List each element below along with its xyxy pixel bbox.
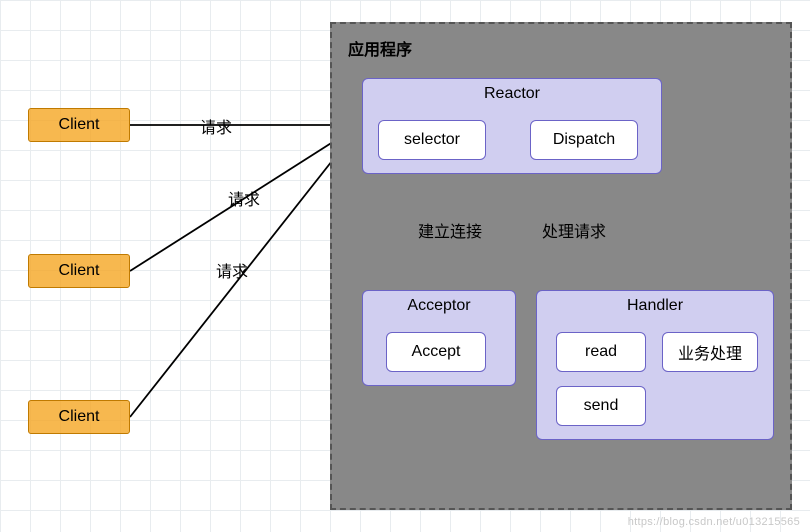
inner-label: Accept: [412, 343, 461, 361]
handler-read: read: [556, 332, 646, 372]
app-title: 应用程序: [348, 36, 412, 60]
edge-label-req1: 请求: [200, 114, 232, 138]
diagram-canvas: Client Client Client 应用程序 Reactor select…: [0, 0, 810, 532]
acceptor-accept: Accept: [386, 332, 486, 372]
handler-send: send: [556, 386, 646, 426]
acceptor-title: Acceptor: [363, 297, 515, 315]
client-label: Client: [59, 408, 100, 426]
watermark: https://blog.csdn.net/u013215565: [628, 516, 800, 528]
inner-label: read: [585, 343, 617, 361]
handler-title: Handler: [537, 297, 773, 315]
reactor-selector: selector: [378, 120, 486, 160]
reactor-dispatch: Dispatch: [530, 120, 638, 160]
edge-label-req3: 请求: [216, 258, 248, 282]
edge-label-handle: 处理请求: [542, 218, 606, 242]
reactor-title: Reactor: [363, 85, 661, 103]
inner-label: Dispatch: [553, 131, 615, 149]
client-box-3: Client: [28, 400, 130, 434]
client-label: Client: [59, 116, 100, 134]
client-box-1: Client: [28, 108, 130, 142]
inner-label: send: [584, 397, 619, 415]
client-label: Client: [59, 262, 100, 280]
edge-label-req2: 请求: [228, 186, 260, 210]
inner-label: selector: [404, 131, 460, 149]
client-box-2: Client: [28, 254, 130, 288]
edge-label-connect: 建立连接: [418, 218, 482, 242]
inner-label: 业务处理: [678, 340, 742, 364]
handler-business: 业务处理: [662, 332, 758, 372]
